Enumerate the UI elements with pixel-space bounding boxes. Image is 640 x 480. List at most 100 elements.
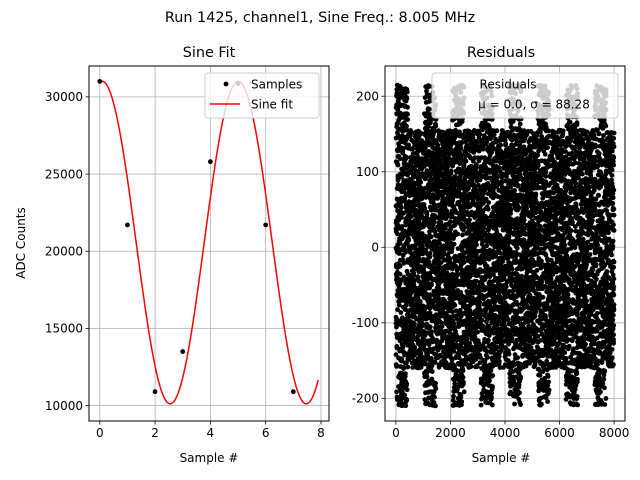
legend-fit-label: Sine fit xyxy=(251,98,293,112)
residual-point xyxy=(425,353,431,359)
residual-point xyxy=(517,390,522,396)
residual-point xyxy=(414,208,420,214)
residual-point xyxy=(397,263,403,269)
residual-point xyxy=(508,207,514,213)
residual-point xyxy=(408,129,414,134)
residual-point xyxy=(451,321,457,326)
sine-fit-xtick-label: 2 xyxy=(151,426,159,440)
residual-point xyxy=(402,392,408,398)
residual-point xyxy=(518,402,523,407)
residual-point xyxy=(412,345,418,350)
sine-fit-legend: Samples Sine fit xyxy=(204,72,320,119)
residual-point xyxy=(477,299,482,305)
residual-point xyxy=(521,218,527,223)
residual-point xyxy=(479,317,485,323)
residual-point xyxy=(458,344,464,350)
residual-point xyxy=(397,271,403,277)
sine-fit-ytick-label: 25000 xyxy=(45,167,83,181)
residual-point xyxy=(424,88,429,94)
residual-point xyxy=(461,163,467,168)
residual-point xyxy=(474,242,479,248)
residual-point xyxy=(427,250,433,256)
residual-point xyxy=(445,164,451,170)
residual-point xyxy=(404,155,410,160)
residual-point xyxy=(407,132,413,138)
residual-point xyxy=(427,139,432,145)
sine-fit-xtick-label: 4 xyxy=(207,426,215,440)
residual-point xyxy=(421,202,427,207)
sample-point xyxy=(207,159,213,165)
residual-points xyxy=(393,82,617,409)
residual-point xyxy=(403,371,408,376)
residual-point xyxy=(432,394,437,400)
residual-point xyxy=(405,117,410,122)
residual-point xyxy=(515,302,520,307)
residual-point xyxy=(424,291,429,297)
residual-point xyxy=(432,360,438,365)
sine-fit-axes-frame xyxy=(88,65,330,422)
residual-point xyxy=(506,351,512,357)
residual-point xyxy=(395,307,400,313)
residual-point xyxy=(488,368,494,373)
residual-point xyxy=(464,336,470,341)
residual-point xyxy=(420,244,425,250)
residual-point xyxy=(463,158,469,164)
residual-point xyxy=(403,403,409,409)
residual-point xyxy=(430,339,436,345)
sample-point xyxy=(97,79,103,84)
residual-point xyxy=(515,355,521,360)
residual-point xyxy=(487,378,492,384)
residual-point xyxy=(394,389,399,395)
residual-point xyxy=(498,142,504,148)
sine-fit-xtick-label: 6 xyxy=(262,426,270,440)
sample-point xyxy=(180,349,186,354)
residual-point xyxy=(395,177,401,183)
residual-point xyxy=(486,337,491,343)
residual-point xyxy=(490,384,495,389)
residual-point xyxy=(401,189,407,194)
residual-point xyxy=(394,364,399,369)
residual-point xyxy=(503,141,508,147)
residual-point xyxy=(439,320,445,326)
residual-point xyxy=(405,111,410,117)
residual-point xyxy=(426,239,432,245)
residual-point xyxy=(411,270,417,276)
residual-point xyxy=(404,320,409,326)
residual-point xyxy=(437,241,442,246)
legend-samples-marker xyxy=(223,81,229,87)
residual-point xyxy=(505,317,511,323)
residual-point xyxy=(433,123,439,129)
residual-point xyxy=(427,106,432,112)
residual-point xyxy=(408,214,414,219)
residual-point xyxy=(503,284,509,290)
residual-point xyxy=(477,131,483,137)
sine-fit-ytick-label: 10000 xyxy=(45,399,83,413)
residual-point xyxy=(460,375,466,380)
residual-point xyxy=(452,302,458,308)
residual-point xyxy=(427,254,433,260)
residual-point xyxy=(426,83,431,88)
residual-point xyxy=(489,402,495,408)
residual-point xyxy=(422,145,428,151)
residual-point xyxy=(421,151,426,156)
residual-point xyxy=(406,142,411,148)
residual-point xyxy=(467,340,473,346)
sample-point xyxy=(125,222,130,228)
sample-point xyxy=(263,222,269,228)
residual-point xyxy=(468,364,474,369)
sine-fit-ytick-label: 20000 xyxy=(45,245,83,259)
residual-point xyxy=(467,217,472,223)
residual-point xyxy=(433,380,438,386)
residual-point xyxy=(393,352,399,358)
residual-point xyxy=(426,190,432,196)
residual-point xyxy=(427,305,433,311)
residual-point xyxy=(489,394,494,400)
sine-fit-ytick-label: 15000 xyxy=(45,322,83,336)
sample-point xyxy=(152,389,158,395)
residual-point xyxy=(519,273,525,279)
residual-point xyxy=(429,369,435,374)
residual-point xyxy=(422,205,428,211)
